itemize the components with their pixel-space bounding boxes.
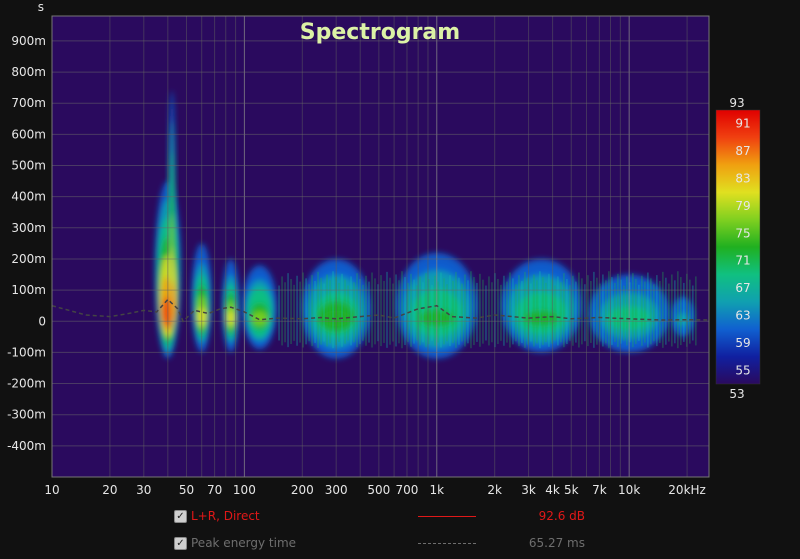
y-tick-label: 600m <box>11 127 46 141</box>
x-tick-label: 10 <box>44 483 59 497</box>
color-scale-tick-label: 55 <box>735 363 750 377</box>
x-tick-label: 20 <box>102 483 117 497</box>
x-tick-label: 700 <box>396 483 419 497</box>
color-scale-tick-label: 63 <box>735 309 750 323</box>
legend-item-peak-energy-time: ✓ Peak energy time 65.27 ms <box>172 534 592 554</box>
color-scale-max-label: 93 <box>729 96 744 110</box>
y-tick-label: 300m <box>11 221 46 235</box>
color-scale-tick-label: 71 <box>735 254 750 268</box>
color-scale-min-label: 53 <box>729 387 744 401</box>
x-tick-label: 5k <box>564 483 579 497</box>
color-scale-tick-label: 79 <box>735 199 750 213</box>
y-tick-label: 0 <box>38 314 46 328</box>
x-tick-label: 7k <box>592 483 607 497</box>
color-scale-bar <box>715 109 761 385</box>
x-tick-label: 3k <box>521 483 536 497</box>
energy-region-4 <box>242 265 277 350</box>
y-tick-label: 500m <box>11 159 46 173</box>
energy-region-1 <box>168 90 176 328</box>
checkbox-peak-energy-time[interactable]: ✓ <box>174 537 187 550</box>
color-scale-tick-label: 91 <box>735 117 750 131</box>
x-tick-label: 1k <box>429 483 444 497</box>
legend-value-direct: 92.6 dB <box>538 509 585 523</box>
x-axis-ticks: 10 20 30 50 70 100 200 300 500 700 1k 2k 3k 4k 5k 7k 10k… <box>44 483 705 497</box>
x-tick-label: 10k <box>618 483 640 497</box>
y-tick-label: 100m <box>11 283 46 297</box>
legend-label-direct: L+R, Direct <box>191 509 260 523</box>
color-scale: 93 53 91 87 83 79 75 71 67 63 59 55 <box>715 96 761 401</box>
chart-title: Spectrogram <box>300 20 460 45</box>
y-axis-unit-label: s <box>38 0 44 14</box>
y-tick-label: -300m <box>7 408 46 422</box>
color-scale-tick-label: 75 <box>735 226 750 240</box>
y-tick-label: -200m <box>7 377 46 391</box>
x-tick-label: 4k <box>545 483 560 497</box>
legend-line-sample-direct <box>418 516 476 517</box>
color-scale-tick-label: 67 <box>735 281 750 295</box>
x-tick-label: 300 <box>325 483 348 497</box>
color-scale-tick-label: 83 <box>735 172 750 186</box>
y-tick-label: 700m <box>11 96 46 110</box>
peak-energy-curve-layer <box>52 298 709 323</box>
y-axis-ticks: 900m 800m 700m 600m 500m 400m 300m 200m 100m 0 -10… <box>7 34 46 453</box>
x-tick-label: 100 <box>233 483 256 497</box>
x-tick-label: 30 <box>136 483 151 497</box>
y-tick-label: -400m <box>7 439 46 453</box>
grid-lines <box>51 16 709 477</box>
color-scale-tick-label: 87 <box>735 144 750 158</box>
y-tick-label: 800m <box>11 65 46 79</box>
x-tick-label: 70 <box>207 483 222 497</box>
y-tick-label: -100m <box>7 345 46 359</box>
legend-item-direct: ✓ L+R, Direct 92.6 dB <box>172 507 592 527</box>
x-tick-label: 200 <box>291 483 314 497</box>
y-tick-label: 200m <box>11 252 46 266</box>
plot-frame <box>51 15 710 478</box>
y-tick-label: 900m <box>11 34 46 48</box>
energy-region-3 <box>222 258 240 353</box>
x-tick-label: 50 <box>179 483 194 497</box>
x-tick-label: 500 <box>367 483 390 497</box>
legend-value-peak-energy-time: 65.27 ms <box>528 536 585 550</box>
checkbox-direct[interactable]: ✓ <box>174 510 187 523</box>
peak-energy-time-line <box>52 298 709 323</box>
y-tick-label: 400m <box>11 190 46 204</box>
color-scale-tick-label: 59 <box>735 336 750 350</box>
x-tick-label: 2k <box>487 483 502 497</box>
x-tick-label: 20kHz <box>668 483 706 497</box>
legend-label-peak-energy-time: Peak energy time <box>191 536 297 550</box>
legend-line-sample-peak-energy-time <box>418 543 476 544</box>
